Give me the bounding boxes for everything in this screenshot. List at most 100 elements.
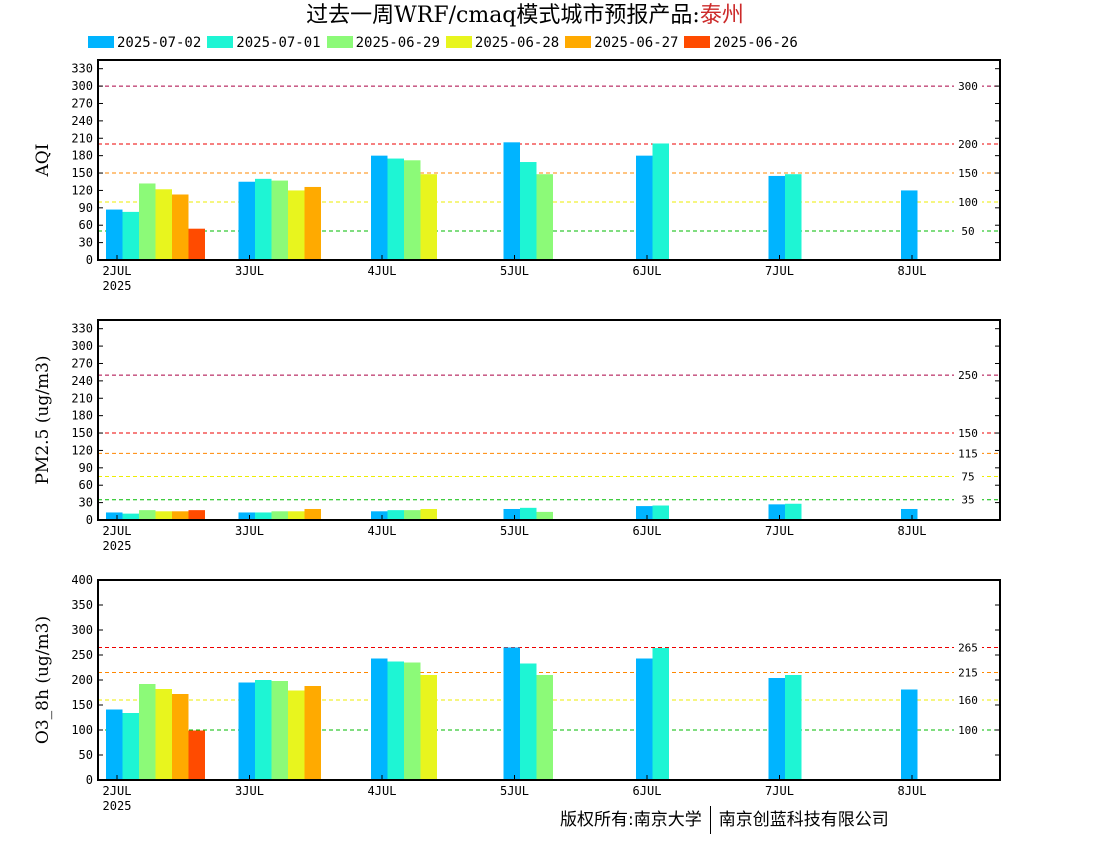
x-tick-label: 6JUL: [633, 784, 662, 798]
bar: [503, 142, 520, 260]
reference-line-label: 300: [958, 80, 978, 93]
legend-swatch: [326, 36, 353, 48]
bar: [536, 511, 553, 520]
reference-label-bg: [954, 427, 982, 440]
bar: [652, 143, 669, 260]
legend: 2025-07-02 2025-07-01 2025-06-29 2025-06-28…: [88, 35, 804, 55]
reference-line-label: 160: [958, 694, 978, 707]
reference-label-bg: [954, 694, 982, 706]
bar: [288, 190, 305, 260]
reference-label-bg: [954, 167, 982, 180]
legend-swatch: [207, 36, 234, 48]
reference-line-label: 75: [961, 471, 974, 484]
bar: [155, 689, 172, 780]
bar: [139, 510, 156, 520]
bar: [106, 512, 123, 520]
plot-frame: [97, 319, 1001, 521]
reference-label-bg: [954, 225, 982, 238]
legend-item: 2025-06-29: [326, 35, 440, 51]
reference-label-bg: [954, 196, 982, 209]
legend-label: 2025-06-28: [474, 35, 560, 51]
y-tick-label: 180: [71, 409, 93, 423]
y-tick-label: 240: [71, 114, 93, 128]
reference-line-label: 100: [958, 196, 978, 209]
bar: [404, 510, 421, 520]
x-tick-label: 2JUL: [103, 264, 132, 278]
bar: [106, 209, 123, 260]
y-tick-label: 300: [71, 79, 93, 93]
bar: [172, 511, 189, 520]
bar: [387, 510, 404, 520]
legend-item: 2025-07-01: [207, 35, 321, 51]
y-tick-label: 240: [71, 374, 93, 388]
reference-label-bg: [954, 493, 982, 506]
bar: [636, 658, 653, 780]
bar: [404, 662, 421, 780]
bar: [503, 508, 520, 520]
bar: [520, 663, 537, 780]
legend-swatch: [684, 36, 711, 48]
bar: [420, 675, 437, 780]
x-tick-label: 6JUL: [633, 264, 662, 278]
y-tick-label: 200: [71, 673, 93, 687]
y-tick-label: 60: [79, 218, 93, 232]
y-tick-label: 0: [86, 513, 93, 527]
reference-line-label: 150: [958, 427, 978, 440]
legend-swatch: [445, 36, 472, 48]
bar: [172, 694, 189, 780]
y-axis-label: O3_8h (ug/m3): [33, 616, 53, 744]
y-axis-label: AQI: [33, 144, 53, 178]
y-tick-label: 210: [71, 131, 93, 145]
title-prefix: 过去一周WRF/cmaq模式城市预报产品:: [306, 3, 700, 28]
reference-line-label: 250: [958, 369, 978, 382]
footer-divider: [709, 806, 711, 834]
bar: [785, 503, 802, 520]
title-city: 泰州: [699, 3, 744, 28]
reference-line-label: 115: [958, 447, 978, 460]
reference-line-label: 150: [958, 167, 978, 180]
chart-panel-1: 50 100 150 200 300 0 30 60 90 120 150 180 210 240 270 3…: [33, 59, 1001, 293]
legend-label: 2025-06-29: [355, 35, 440, 51]
bar: [238, 181, 255, 260]
x-tick-label: 7JUL: [765, 264, 794, 278]
reference-line-label: 200: [958, 138, 978, 151]
x-tick-label: 7JUL: [765, 784, 794, 798]
reference-label-bg: [954, 80, 982, 93]
bar: [901, 689, 918, 780]
x-axis-year-label: 2025: [103, 279, 132, 293]
bar: [139, 183, 156, 260]
reference-label-bg: [954, 724, 982, 736]
y-tick-label: 30: [79, 236, 93, 250]
bar: [122, 211, 139, 260]
bar: [188, 228, 205, 260]
bar: [238, 682, 255, 780]
reference-label-bg: [954, 369, 982, 382]
y-tick-label: 300: [71, 339, 93, 353]
copyright-footer: 版权所有:南京大学 南京创蓝科技有限公司: [560, 806, 889, 834]
bar: [503, 647, 520, 780]
bar: [768, 175, 785, 260]
y-tick-label: 60: [79, 478, 93, 492]
bar: [371, 155, 388, 260]
x-tick-label: 6JUL: [633, 524, 662, 538]
y-tick-label: 250: [71, 648, 93, 662]
legend-label: 2025-06-27: [594, 35, 679, 51]
reference-label-bg: [954, 138, 982, 151]
bar: [785, 174, 802, 260]
bar: [122, 513, 139, 520]
y-tick-label: 30: [79, 496, 93, 510]
legend-item: 2025-07-02: [88, 35, 201, 51]
reference-line-label: 50: [961, 225, 974, 238]
reference-line-label: 265: [958, 642, 978, 655]
chart-panel-3: 100 160 215 265 0 50 100 150 200 250 300 350 400 2JUL…: [33, 573, 1001, 813]
y-tick-label: 210: [71, 391, 93, 405]
bar: [238, 512, 255, 520]
chart-title: 过去一周WRF/cmaq模式城市预报产品:泰州: [0, 0, 1050, 32]
bar: [139, 684, 156, 780]
bar: [288, 511, 305, 520]
legend-swatch: [88, 36, 114, 48]
y-tick-label: 330: [71, 62, 93, 76]
x-tick-label: 7JUL: [765, 524, 794, 538]
bar: [172, 194, 189, 260]
